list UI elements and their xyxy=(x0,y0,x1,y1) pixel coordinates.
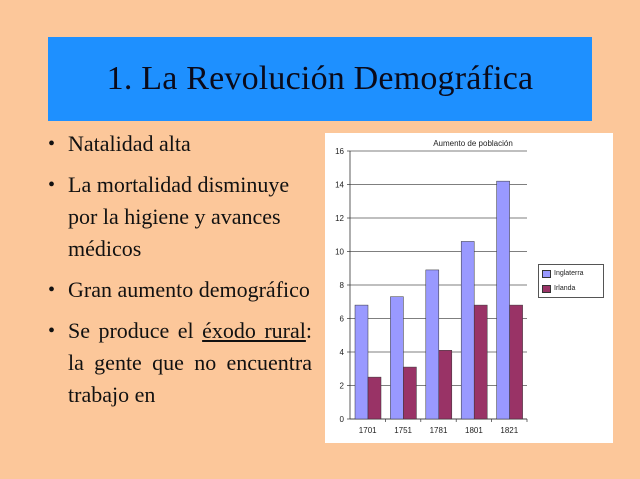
bullet-underlined-term: éxodo rural xyxy=(202,318,306,343)
bar xyxy=(354,304,369,420)
bar xyxy=(390,296,404,420)
chart-title: Aumento de población xyxy=(433,139,513,148)
y-tick-label: 8 xyxy=(340,281,345,290)
bar xyxy=(425,269,440,420)
bullet-item: • Gran aumento demográfico xyxy=(46,274,312,306)
bullet-text: Natalidad alta xyxy=(68,131,191,156)
y-tick-label: 0 xyxy=(340,415,345,424)
bullet-text-part: Se produce el xyxy=(68,318,203,343)
y-tick-label: 14 xyxy=(335,181,344,190)
chart-legend: Inglaterra Irlanda xyxy=(538,264,604,298)
bullet-item: • Natalidad alta xyxy=(46,128,312,160)
population-chart: Aumento de población 0 2 4 6 8 10 12 14 16 1701 17… xyxy=(325,133,613,443)
bullet-item: • La mortalidad disminuye por la higiene… xyxy=(46,169,312,265)
y-tick-label: 16 xyxy=(335,147,344,156)
legend-label: Inglaterra xyxy=(554,270,584,277)
bar xyxy=(367,376,382,420)
y-tick-label: 6 xyxy=(340,315,345,324)
bar xyxy=(509,304,523,420)
bullet-text: La mortalidad disminuye por la higiene y… xyxy=(68,172,290,261)
bullet-dot-icon: • xyxy=(48,279,56,301)
legend-label: Irlanda xyxy=(554,285,576,292)
x-tick-label: 1801 xyxy=(465,426,483,435)
slide-title: 1. La Revolución Demográfica xyxy=(106,60,534,97)
bullet-dot-icon: • xyxy=(48,174,56,196)
x-tick-label: 1781 xyxy=(430,426,448,435)
bar xyxy=(496,180,510,420)
slide-title-bar: 1. La Revolución Demográfica xyxy=(48,37,592,121)
y-tick-label: 4 xyxy=(340,348,345,357)
x-tick-label: 1701 xyxy=(359,426,377,435)
bar xyxy=(473,304,488,420)
y-tick-label: 10 xyxy=(335,248,344,257)
bar xyxy=(438,350,453,420)
bar xyxy=(403,366,417,420)
legend-swatch xyxy=(542,269,551,278)
legend-entry: Inglaterra xyxy=(539,267,603,280)
bar xyxy=(460,241,475,420)
y-tick-label: 2 xyxy=(340,382,345,391)
y-tick-label: 12 xyxy=(335,214,344,223)
x-tick-label: 1751 xyxy=(394,426,412,435)
x-tick-label: 1821 xyxy=(500,426,518,435)
bullet-text-part: : la gente que no encuentra trabajo en xyxy=(68,318,313,407)
bullet-text: Gran aumento demográfico xyxy=(68,277,310,302)
bullet-list: • Natalidad alta • La mortalidad disminu… xyxy=(46,128,312,420)
bullet-item: • Se produce el éxodo rural: la gente qu… xyxy=(46,315,312,411)
bullet-dot-icon: • xyxy=(48,320,56,342)
chart-canvas: 0 2 4 6 8 10 12 14 16 1701 1751 1781 1801 1821 xyxy=(335,147,528,435)
bullet-dot-icon: • xyxy=(48,133,56,155)
legend-entry: Irlanda xyxy=(539,282,603,295)
legend-swatch xyxy=(542,284,551,293)
